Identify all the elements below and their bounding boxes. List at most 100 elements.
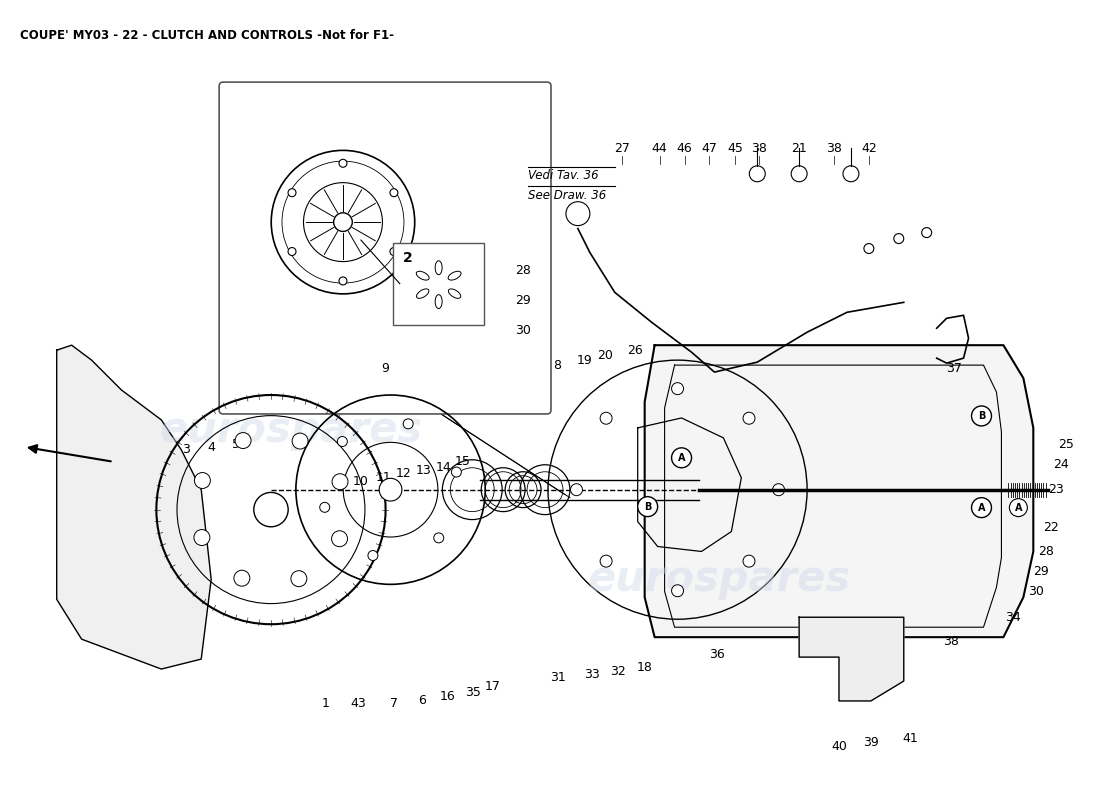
Circle shape (367, 550, 378, 561)
Circle shape (742, 555, 755, 567)
Circle shape (379, 478, 401, 501)
Text: 29: 29 (515, 294, 531, 307)
Text: 29: 29 (1033, 565, 1049, 578)
Circle shape (971, 406, 991, 426)
Text: B: B (978, 411, 986, 421)
Polygon shape (645, 345, 1033, 637)
Circle shape (195, 473, 210, 489)
Circle shape (971, 498, 991, 518)
Text: 28: 28 (515, 264, 531, 277)
Circle shape (451, 467, 461, 477)
Circle shape (601, 555, 612, 567)
Text: 4: 4 (207, 442, 216, 454)
Text: 34: 34 (1005, 610, 1021, 624)
Text: 11: 11 (376, 471, 392, 484)
Text: A: A (1014, 502, 1022, 513)
Circle shape (742, 412, 755, 424)
Text: 19: 19 (578, 354, 593, 366)
Text: 38: 38 (751, 142, 767, 155)
Text: 3: 3 (183, 443, 190, 456)
Text: 18: 18 (637, 661, 652, 674)
Text: 44: 44 (651, 142, 668, 155)
Text: 35: 35 (465, 686, 481, 699)
Text: 28: 28 (1038, 545, 1054, 558)
Text: A: A (678, 453, 685, 462)
Circle shape (339, 277, 346, 285)
Circle shape (843, 166, 859, 182)
Text: 14: 14 (436, 462, 451, 474)
Text: 42: 42 (861, 142, 877, 155)
Text: 26: 26 (627, 344, 642, 357)
Text: 46: 46 (676, 142, 692, 155)
Text: 33: 33 (584, 667, 600, 681)
Text: 2: 2 (403, 250, 412, 265)
Circle shape (331, 530, 348, 546)
Circle shape (288, 247, 296, 255)
Text: 24: 24 (1054, 458, 1069, 471)
Text: 20: 20 (597, 349, 613, 362)
Text: 12: 12 (396, 467, 411, 480)
Circle shape (565, 202, 590, 226)
Text: 16: 16 (440, 690, 455, 703)
Circle shape (235, 433, 251, 449)
Circle shape (894, 234, 904, 243)
Text: 47: 47 (702, 142, 717, 155)
Circle shape (288, 189, 296, 197)
Text: 9: 9 (382, 362, 389, 374)
Text: 45: 45 (727, 142, 744, 155)
Circle shape (772, 484, 784, 496)
Text: 31: 31 (550, 670, 565, 683)
Circle shape (332, 474, 348, 490)
Text: 32: 32 (609, 665, 626, 678)
Text: B: B (644, 502, 651, 512)
Text: 37: 37 (946, 362, 961, 374)
Circle shape (672, 382, 683, 394)
Text: 23: 23 (1048, 483, 1064, 496)
Text: 30: 30 (515, 324, 531, 337)
Polygon shape (799, 618, 904, 701)
Text: 6: 6 (418, 694, 427, 707)
Text: 17: 17 (484, 681, 500, 694)
Circle shape (320, 502, 330, 512)
Circle shape (404, 419, 414, 429)
Text: 41: 41 (903, 732, 918, 746)
Circle shape (433, 533, 443, 543)
Text: 10: 10 (353, 475, 369, 488)
Text: A: A (978, 502, 986, 513)
Text: eurospares: eurospares (160, 409, 422, 451)
Circle shape (601, 412, 612, 424)
Circle shape (672, 448, 692, 468)
Circle shape (338, 437, 348, 446)
Circle shape (571, 484, 583, 496)
Circle shape (389, 189, 398, 197)
Circle shape (749, 166, 766, 182)
Polygon shape (57, 345, 211, 669)
Text: 21: 21 (791, 142, 807, 155)
Circle shape (290, 570, 307, 586)
Circle shape (791, 166, 807, 182)
Text: eurospares: eurospares (587, 558, 851, 600)
Text: 27: 27 (614, 142, 629, 155)
Text: 22: 22 (1044, 521, 1059, 534)
Text: 5: 5 (232, 438, 240, 451)
Circle shape (672, 585, 683, 597)
Text: 38: 38 (826, 142, 842, 155)
Text: 13: 13 (416, 464, 431, 478)
Circle shape (638, 497, 658, 517)
Circle shape (864, 243, 873, 254)
Text: See Draw. 36: See Draw. 36 (528, 190, 606, 202)
Circle shape (1010, 498, 1027, 517)
Text: 8: 8 (553, 358, 561, 372)
Text: 39: 39 (864, 736, 879, 750)
FancyBboxPatch shape (393, 242, 484, 325)
Circle shape (339, 159, 346, 167)
Text: COUPE' MY03 - 22 - CLUTCH AND CONTROLS -Not for F1-: COUPE' MY03 - 22 - CLUTCH AND CONTROLS -… (20, 30, 394, 42)
FancyBboxPatch shape (219, 82, 551, 414)
Text: 43: 43 (351, 698, 366, 710)
Text: 1: 1 (322, 698, 330, 710)
Text: 36: 36 (710, 648, 725, 661)
Text: 7: 7 (389, 698, 397, 710)
Circle shape (922, 228, 932, 238)
Circle shape (293, 433, 308, 449)
Text: Vedi Tav. 36: Vedi Tav. 36 (528, 170, 598, 182)
